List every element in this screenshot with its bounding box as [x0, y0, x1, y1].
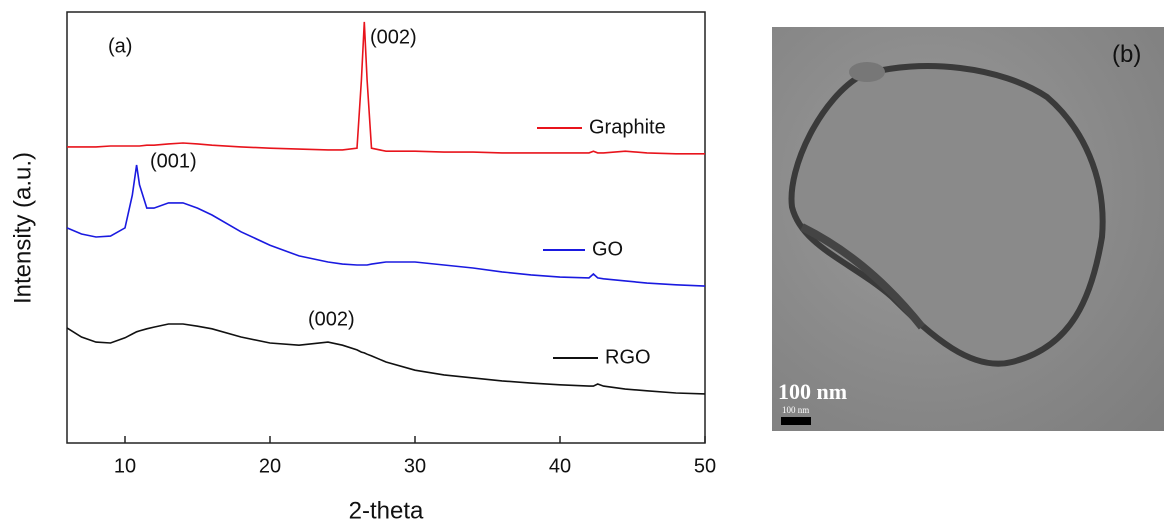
annotation: (a) — [108, 35, 132, 57]
page: {"chart_data": {"type": "line", "xlabel"… — [0, 0, 1164, 529]
annotation: (002) — [370, 26, 417, 48]
annotation: (002) — [308, 308, 355, 330]
panel-label: (b) — [1112, 41, 1141, 69]
annotation: (001) — [150, 150, 197, 172]
chart: 2-theta Intensity (a.u.) 10 20 30 40 50 Graph… — [0, 0, 760, 529]
legend-label: GO — [592, 238, 623, 260]
x-tick-label: 10 — [114, 455, 136, 477]
y-axis-title: Intensity (a.u.) — [9, 152, 36, 304]
scale-label: 100 nm — [778, 379, 847, 405]
scale-label-small: 100 nm — [782, 405, 809, 415]
legend-label: Graphite — [589, 116, 666, 138]
plot-frame — [67, 12, 705, 443]
x-axis-title: 2-theta — [349, 497, 424, 524]
x-tick-label: 30 — [404, 455, 426, 477]
x-tick-label: 50 — [694, 455, 716, 477]
tem-image: (b) 100 nm 100 nm — [772, 27, 1164, 431]
legend-label: RGO — [605, 346, 651, 368]
scale-bar — [781, 417, 811, 425]
x-tick-label: 40 — [549, 455, 571, 477]
particle — [772, 27, 1164, 431]
x-tick-label: 20 — [259, 455, 281, 477]
series-line — [67, 165, 705, 286]
